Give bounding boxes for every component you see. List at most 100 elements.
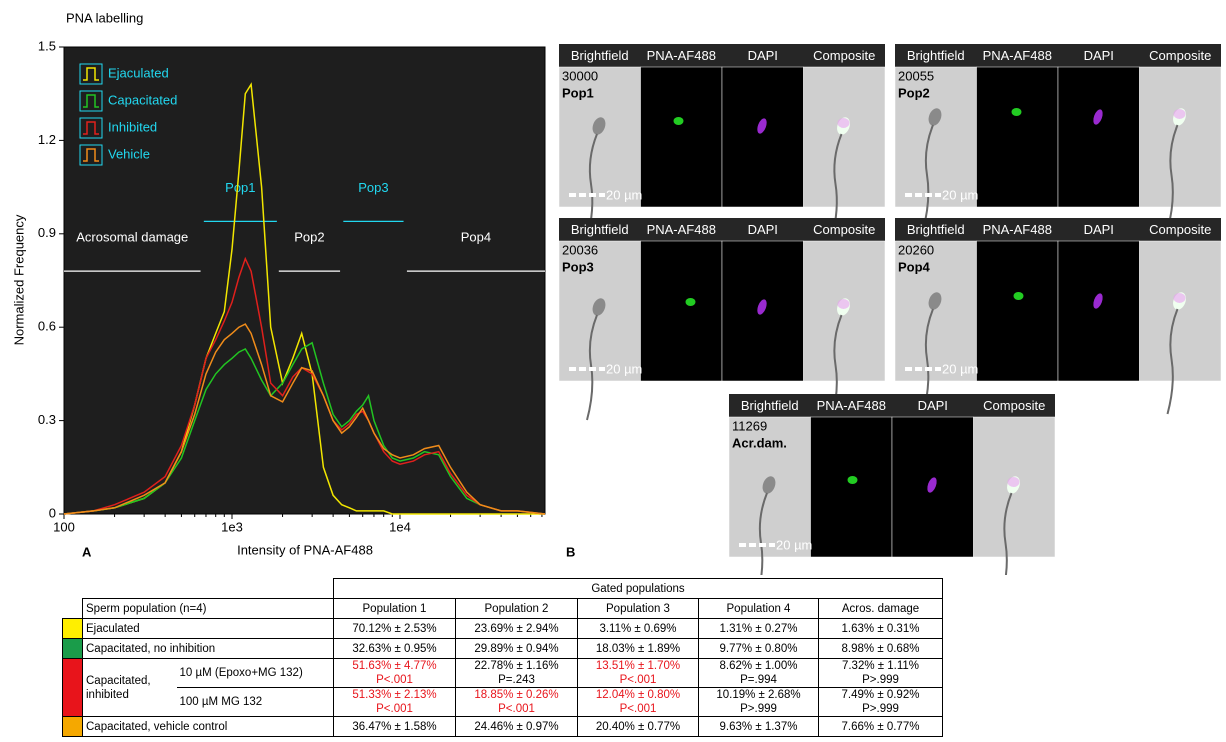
x-tick-label: 1e4 bbox=[389, 519, 411, 534]
table-cell: 9.77% ± 0.80% bbox=[699, 639, 819, 659]
panel-header: Brightfield bbox=[907, 222, 965, 237]
image-cell bbox=[641, 67, 723, 207]
cell-value: 1.63% ± 0.31% bbox=[822, 622, 939, 636]
table-cell: 20.40% ± 0.77% bbox=[578, 717, 699, 737]
table-cell: 9.63% ± 1.37% bbox=[699, 717, 819, 737]
table-cell: 3.11% ± 0.69% bbox=[578, 619, 699, 639]
y-tick-label: 0.9 bbox=[38, 225, 56, 240]
cell-value: 18.03% ± 1.89% bbox=[581, 642, 695, 656]
cell-value: 51.33% ± 2.13% bbox=[337, 688, 452, 702]
image-cell bbox=[1140, 67, 1222, 207]
table-cell: 10.19% ± 2.68%P>.999 bbox=[699, 688, 819, 717]
panel-header: PNA-AF488 bbox=[817, 398, 886, 413]
p-value: P>.999 bbox=[822, 702, 939, 716]
overlay bbox=[1174, 109, 1186, 119]
pna-spot bbox=[1014, 292, 1024, 300]
image-cell bbox=[1058, 241, 1140, 381]
chart-title: PNA labelling bbox=[66, 10, 143, 25]
legend-label: Inhibited bbox=[108, 119, 157, 134]
image-cell bbox=[1140, 241, 1222, 381]
x-tick-label: 1e3 bbox=[221, 519, 243, 534]
gate-label: Pop2 bbox=[294, 230, 324, 245]
image-cell bbox=[811, 417, 893, 557]
table-cell: 7.66% ± 0.77% bbox=[819, 717, 943, 737]
population-name: Pop2 bbox=[898, 85, 930, 100]
panel-header: Brightfield bbox=[741, 398, 799, 413]
table-cell: 18.03% ± 1.89% bbox=[578, 639, 699, 659]
legend-label: Ejaculated bbox=[108, 65, 169, 80]
table-cell: 23.69% ± 2.94% bbox=[456, 619, 578, 639]
p-value: P=.994 bbox=[702, 673, 815, 687]
row-sublabel: 100 µM MG 132 bbox=[177, 688, 334, 717]
y-tick-label: 1.2 bbox=[38, 132, 56, 147]
row-sublabel: 10 µM (Epoxo+MG 132) bbox=[177, 659, 334, 688]
overlay bbox=[1174, 293, 1186, 303]
blank bbox=[63, 579, 334, 599]
cell-value: 36.47% ± 1.58% bbox=[337, 720, 452, 734]
overlay bbox=[1008, 477, 1020, 487]
row-color bbox=[63, 619, 83, 639]
panel-header: Brightfield bbox=[571, 48, 629, 63]
panel-header: DAPI bbox=[1084, 222, 1114, 237]
table-cell: 8.62% ± 1.00%P=.994 bbox=[699, 659, 819, 688]
row-label: Capacitated, inhibited bbox=[83, 659, 177, 717]
cell-value: 12.04% ± 0.80% bbox=[581, 688, 695, 702]
table-cell: 70.12% ± 2.53% bbox=[334, 619, 456, 639]
panel-header: Composite bbox=[813, 48, 875, 63]
cell-value: 22.78% ± 1.16% bbox=[459, 659, 574, 673]
gate-label: Pop3 bbox=[358, 180, 388, 195]
event-id: 20260 bbox=[898, 242, 934, 257]
cell-value: 32.63% ± 0.95% bbox=[337, 642, 452, 656]
blank bbox=[63, 599, 83, 619]
p-value: P<.001 bbox=[459, 702, 574, 716]
x-axis-label: Intensity of PNA-AF488 bbox=[237, 542, 373, 557]
panel-header: Brightfield bbox=[907, 48, 965, 63]
column-header: Population 4 bbox=[699, 599, 819, 619]
panel-header: PNA-AF488 bbox=[647, 222, 716, 237]
row-color bbox=[63, 639, 83, 659]
p-value: P<.001 bbox=[337, 702, 452, 716]
y-tick-label: 0 bbox=[49, 505, 56, 520]
table-row: Gated populations bbox=[63, 579, 943, 599]
legend-label: Capacitated bbox=[108, 92, 177, 107]
cell-value: 3.11% ± 0.69% bbox=[581, 622, 695, 636]
cell-value: 7.32% ± 1.11% bbox=[822, 659, 939, 673]
table-cell: 13.51% ± 1.70%P<.001 bbox=[578, 659, 699, 688]
column-header: Population 2 bbox=[456, 599, 578, 619]
pna-spot bbox=[686, 298, 696, 306]
table-cell: 1.31% ± 0.27% bbox=[699, 619, 819, 639]
image-cell bbox=[1058, 67, 1140, 207]
cell-value: 29.89% ± 0.94% bbox=[459, 642, 574, 656]
gate-label: Pop4 bbox=[461, 230, 491, 245]
page: PNA labelling00.30.60.91.21.51001e31e4In… bbox=[0, 0, 1226, 742]
scale-label: 20 µm bbox=[942, 187, 978, 202]
panel-header: Composite bbox=[1149, 222, 1211, 237]
event-id: 30000 bbox=[562, 68, 598, 83]
image-cell bbox=[977, 241, 1059, 381]
cell-value: 20.40% ± 0.77% bbox=[581, 720, 695, 734]
gate-label: Acrosomal damage bbox=[76, 230, 188, 245]
panel-letter: B bbox=[566, 544, 575, 559]
row-color bbox=[63, 717, 83, 737]
population-name: Acr.dam. bbox=[732, 435, 787, 450]
table-cell: 36.47% ± 1.58% bbox=[334, 717, 456, 737]
row-label: Ejaculated bbox=[83, 619, 334, 639]
cell-value: 51.63% ± 4.77% bbox=[337, 659, 452, 673]
image-cell bbox=[641, 241, 723, 381]
column-header: Acros. damage bbox=[819, 599, 943, 619]
p-value: P<.001 bbox=[581, 673, 695, 687]
table-cell: 7.49% ± 0.92%P>.999 bbox=[819, 688, 943, 717]
event-id: 20055 bbox=[898, 68, 934, 83]
x-tick-label: 100 bbox=[53, 519, 75, 534]
pna-spot bbox=[848, 476, 858, 484]
panel-header: DAPI bbox=[748, 48, 778, 63]
scale-label: 20 µm bbox=[942, 361, 978, 376]
population-name: Pop4 bbox=[898, 259, 931, 274]
table-cell: 18.85% ± 0.26%P<.001 bbox=[456, 688, 578, 717]
cell-value: 10.19% ± 2.68% bbox=[702, 688, 815, 702]
